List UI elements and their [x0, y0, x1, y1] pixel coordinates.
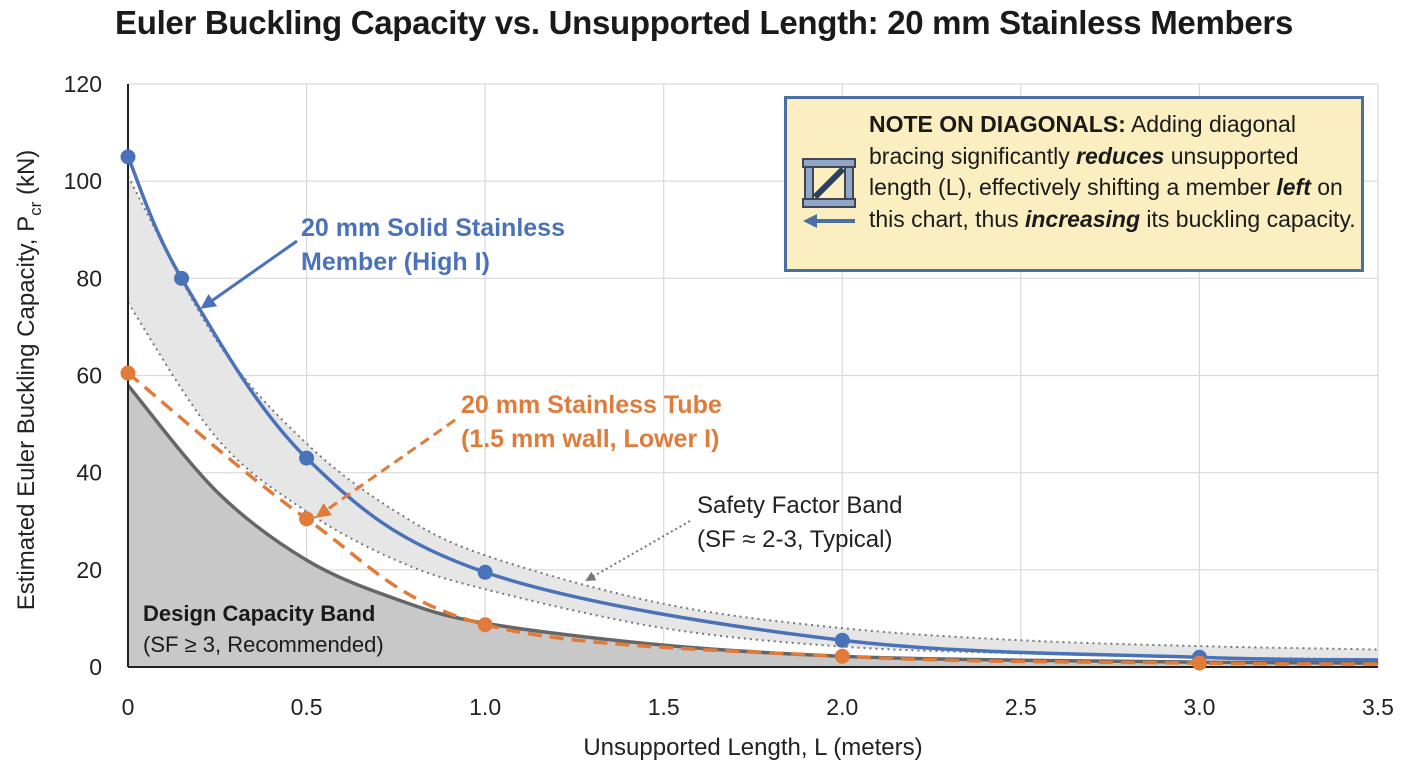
diagonal-bracing-icon — [802, 158, 856, 228]
x-tick-label: 1.0 — [469, 694, 501, 720]
note-emphasis-increasing: increasing — [1024, 205, 1141, 232]
x-tick-label: 3.5 — [1362, 694, 1394, 720]
safety-factor-band-label-line2: (SF ≈ 2-3, Typical) — [697, 526, 892, 553]
series-1-point — [1191, 655, 1207, 671]
safety-factor-arrow — [585, 520, 691, 581]
tube-member-label-line2: (1.5 mm wall, Lower I) — [461, 425, 719, 453]
series-0-point — [477, 564, 493, 580]
series-1-point — [477, 617, 493, 633]
y-axis-label: Estimated Euler Buckling Capacity, Pcr (… — [13, 150, 45, 611]
y-tick-label: 0 — [89, 654, 102, 680]
solid-member-arrow — [200, 239, 298, 309]
y-tick-label: 20 — [76, 557, 102, 583]
series-0-point — [299, 450, 315, 466]
diagonals-note-text: NOTE ON DIAGONALS: Adding diagonal braci… — [869, 111, 1356, 232]
x-tick-label: 3.0 — [1183, 694, 1215, 720]
tube-member-label: 20 mm Stainless Tube — [461, 391, 722, 419]
y-tick-label: 100 — [64, 168, 102, 194]
x-tick-label: 0.5 — [291, 694, 323, 720]
series-1-point — [299, 511, 315, 527]
solid-member-label: 20 mm Solid Stainless — [301, 214, 565, 242]
y-axis-label-subscript: cr — [26, 201, 45, 216]
series-0-point — [120, 149, 136, 165]
solid-member-label-line2: Member (High I) — [301, 248, 490, 276]
y-tick-label: 80 — [76, 265, 102, 291]
x-tick-label: 2.0 — [826, 694, 858, 720]
ticks: 0 0.5 1.0 1.5 2.0 2.5 3.0 3.5 0 20 40 60 80 100 120 — [64, 71, 1394, 720]
design-band-label-line2: (SF ≥ 3, Recommended) — [143, 632, 384, 657]
series-line-0 — [126, 156, 1379, 662]
y-tick-label: 40 — [76, 460, 102, 486]
series-1-point — [834, 648, 850, 664]
series-0-point — [174, 270, 190, 286]
safety-factor-band-label: Safety Factor Band — [697, 492, 902, 519]
note-heading: NOTE ON DIAGONALS: — [869, 111, 1126, 137]
y-tick-label: 60 — [76, 363, 102, 389]
diagonals-note-box: NOTE ON DIAGONALS: Adding diagonal braci… — [784, 96, 1364, 272]
x-axis-label: Unsupported Length, L (meters) — [583, 734, 922, 761]
series-1-point — [120, 365, 136, 381]
series-0-point — [834, 632, 850, 648]
tube-member-arrow — [315, 418, 456, 518]
note-emphasis-left: left — [1276, 174, 1311, 200]
x-tick-label: 1.5 — [648, 694, 680, 720]
annotation-arrows — [200, 239, 691, 581]
x-tick-label: 2.5 — [1005, 694, 1037, 720]
chart-title: Euler Buckling Capacity vs. Unsupported … — [115, 4, 1293, 41]
design-capacity-band — [128, 385, 1378, 667]
note-emphasis-reduces: reduces — [1076, 142, 1165, 169]
series — [120, 149, 1379, 671]
safety-factor-band — [128, 176, 1378, 660]
design-capacity-bound — [126, 384, 1379, 665]
x-tick-label: 0 — [122, 694, 135, 720]
y-tick-label: 120 — [64, 71, 102, 97]
y-axis-label-unit: (kN) — [13, 150, 40, 202]
design-band-label: Design Capacity Band — [143, 601, 375, 626]
